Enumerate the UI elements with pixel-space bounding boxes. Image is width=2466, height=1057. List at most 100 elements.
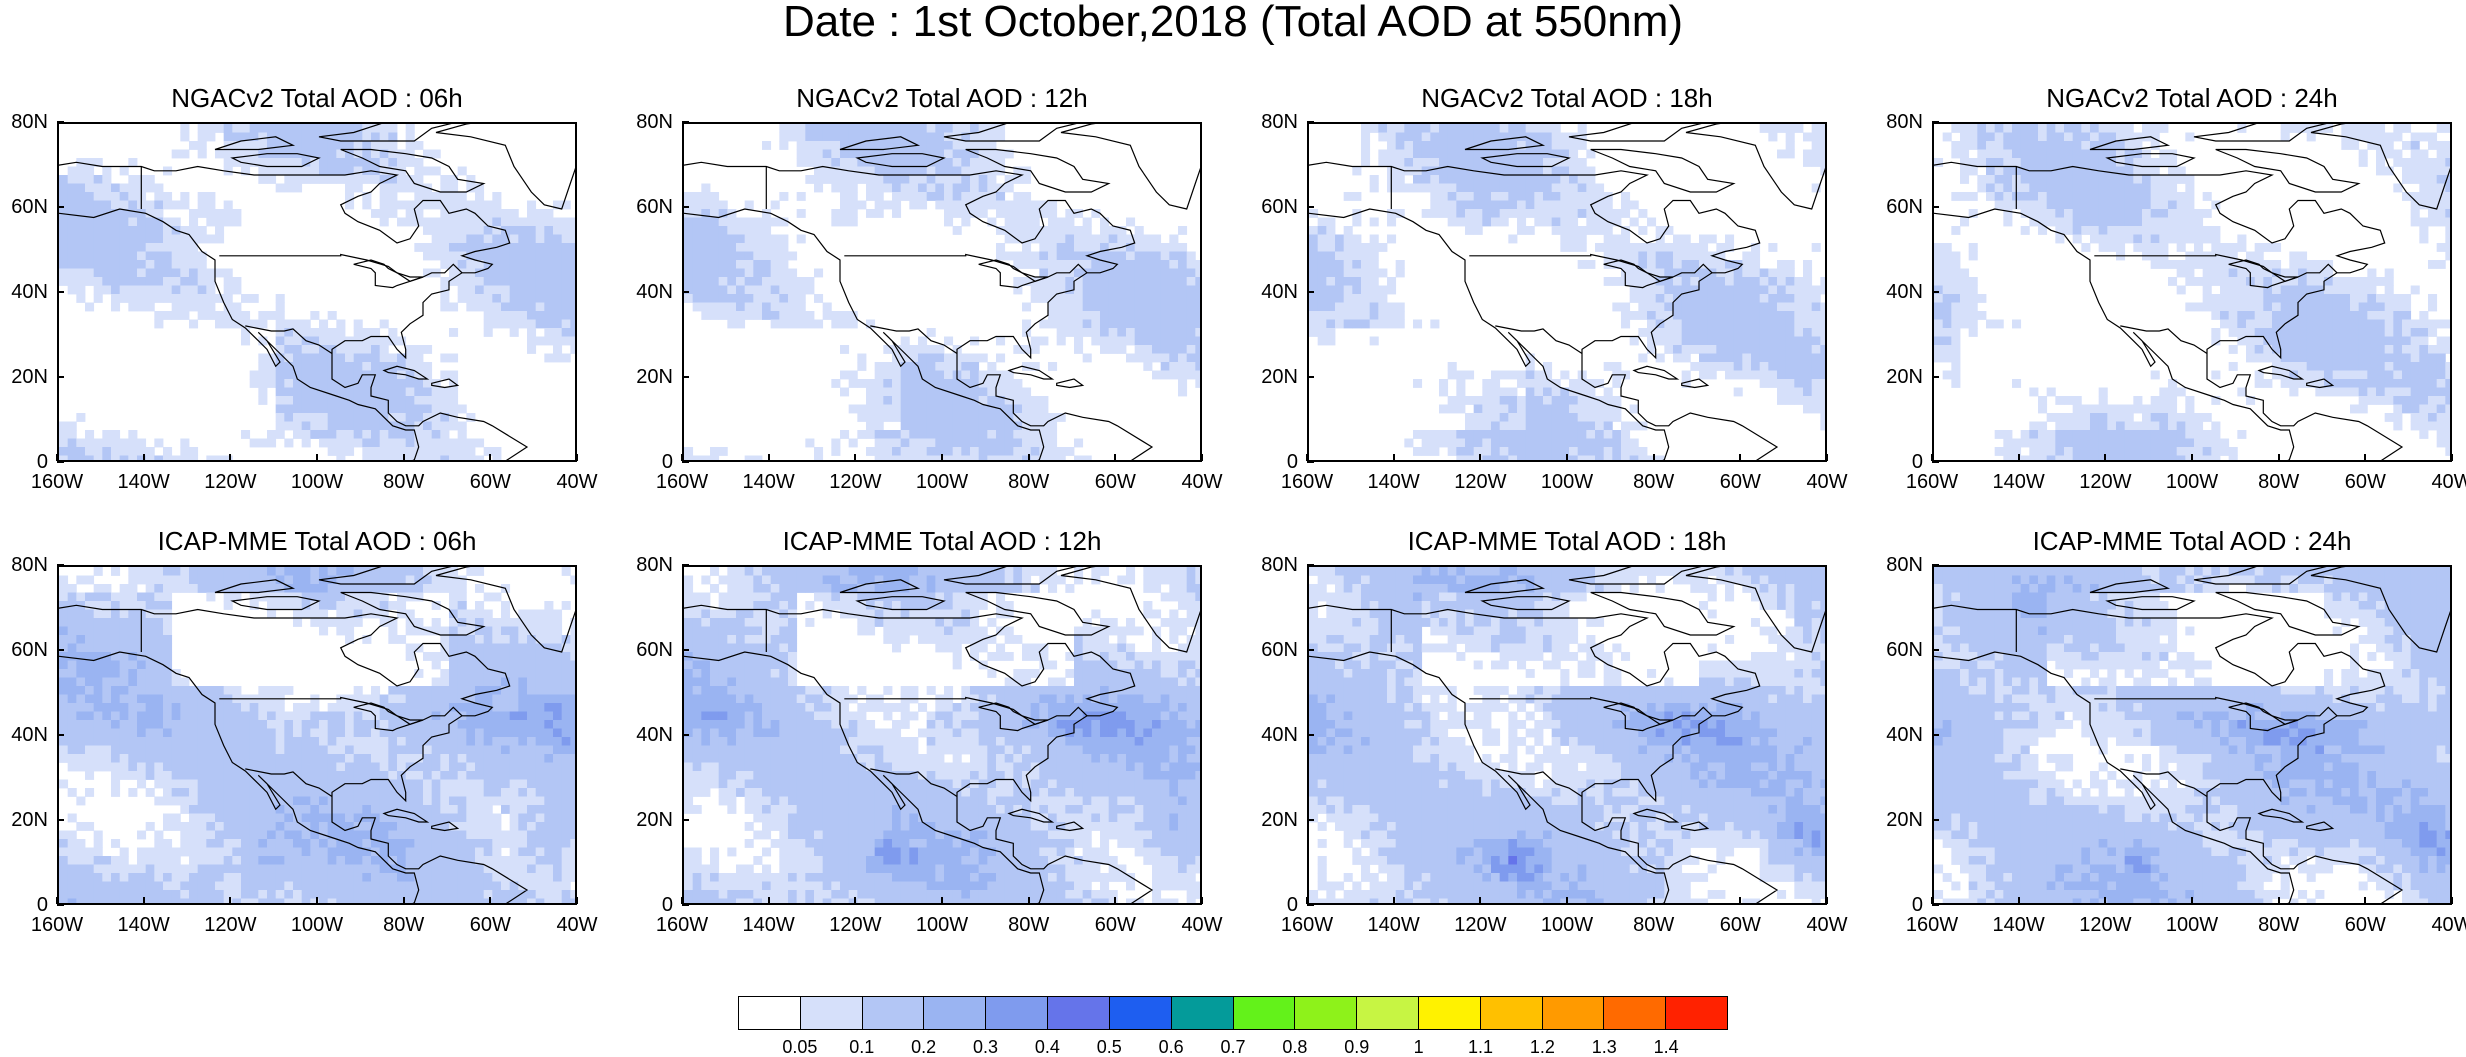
lat-tick-label: 0 <box>1238 452 1298 472</box>
lat-tick-label: 80N <box>0 555 48 575</box>
lon-tick <box>403 897 405 904</box>
lat-tick-label: 20N <box>0 810 48 830</box>
colorbar-swatch <box>1234 997 1296 1029</box>
lat-tick-label: 60N <box>1238 640 1298 660</box>
lon-tick-label: 60W <box>1080 915 1150 935</box>
lat-tick <box>1307 649 1314 651</box>
lat-tick-label: 20N <box>613 367 673 387</box>
lat-tick <box>682 564 689 566</box>
lat-tick <box>1307 819 1314 821</box>
lat-tick <box>57 461 64 463</box>
lon-tick <box>576 897 578 904</box>
lon-tick-label: 100W <box>2157 915 2227 935</box>
lat-tick-label: 40N <box>0 725 48 745</box>
lat-tick-label: 0 <box>1863 452 1923 472</box>
lat-tick <box>1932 649 1939 651</box>
lon-tick <box>1826 454 1828 461</box>
lon-tick-label: 40W <box>542 915 612 935</box>
colorbar <box>738 996 1728 1030</box>
lon-tick <box>1028 454 1030 461</box>
lon-tick <box>229 897 231 904</box>
lon-tick-label: 140W <box>109 472 179 492</box>
lon-tick <box>2451 897 2453 904</box>
lat-tick-label: 0 <box>0 452 48 472</box>
lon-tick-label: 100W <box>1532 915 1602 935</box>
lat-tick-label: 20N <box>613 810 673 830</box>
lat-tick <box>1932 206 1939 208</box>
lon-tick-label: 160W <box>1897 472 1967 492</box>
lon-tick-label: 140W <box>734 915 804 935</box>
map-frame <box>1307 122 1827 462</box>
lon-tick-label: 120W <box>2070 915 2140 935</box>
lon-tick <box>1566 454 1568 461</box>
lon-tick <box>854 897 856 904</box>
lat-tick-label: 80N <box>1863 555 1923 575</box>
lat-tick <box>1932 121 1939 123</box>
lon-tick <box>1114 454 1116 461</box>
lon-tick <box>1201 454 1203 461</box>
lat-tick <box>1932 376 1939 378</box>
lat-tick <box>1932 819 1939 821</box>
lon-tick <box>2278 454 2280 461</box>
lon-tick <box>229 454 231 461</box>
lat-tick-label: 40N <box>1238 282 1298 302</box>
colorbar-swatch <box>1543 997 1605 1029</box>
lon-tick-label: 120W <box>820 472 890 492</box>
colorbar-label: 0.6 <box>1141 1038 1201 1056</box>
colorbar-swatch <box>1295 997 1357 1029</box>
lon-tick-label: 40W <box>1792 915 1862 935</box>
lat-tick <box>682 376 689 378</box>
aod-map <box>1934 124 2452 462</box>
colorbar-label: 0.4 <box>1017 1038 1077 1056</box>
lon-tick <box>489 897 491 904</box>
lat-tick <box>1307 291 1314 293</box>
lat-tick-label: 80N <box>0 112 48 132</box>
lon-tick <box>1739 454 1741 461</box>
lon-tick-label: 60W <box>1705 915 1775 935</box>
lon-tick <box>854 454 856 461</box>
lat-tick-label: 40N <box>1863 282 1923 302</box>
map-frame <box>1932 122 2452 462</box>
lon-tick-label: 100W <box>1532 472 1602 492</box>
lon-tick <box>56 897 58 904</box>
lat-tick-label: 0 <box>1238 895 1298 915</box>
lon-tick-label: 160W <box>1272 915 1342 935</box>
lat-tick <box>57 904 64 906</box>
lon-tick-label: 60W <box>2330 915 2400 935</box>
lon-tick-label: 80W <box>2244 915 2314 935</box>
lat-tick <box>682 121 689 123</box>
colorbar-swatch <box>1172 997 1234 1029</box>
lon-tick <box>1201 897 1203 904</box>
lon-tick-label: 60W <box>1705 472 1775 492</box>
lon-tick-label: 100W <box>282 915 352 935</box>
lon-tick-label: 140W <box>1984 472 2054 492</box>
colorbar-label: 1.1 <box>1451 1038 1511 1056</box>
lon-tick-label: 80W <box>1619 915 1689 935</box>
lon-tick <box>1566 897 1568 904</box>
lon-tick-label: 40W <box>2417 915 2466 935</box>
lon-tick-label: 80W <box>369 472 439 492</box>
lat-tick <box>682 819 689 821</box>
colorbar-swatch <box>739 997 801 1029</box>
map-frame <box>57 122 577 462</box>
lon-tick <box>2191 454 2193 461</box>
map-frame <box>57 565 577 905</box>
lat-tick <box>57 206 64 208</box>
lat-tick <box>682 291 689 293</box>
lon-tick <box>1653 897 1655 904</box>
lat-tick <box>1307 376 1314 378</box>
lat-tick <box>1307 461 1314 463</box>
colorbar-label: 0.7 <box>1203 1038 1263 1056</box>
lat-tick-label: 0 <box>1863 895 1923 915</box>
lon-tick <box>941 454 943 461</box>
lon-tick-label: 120W <box>195 915 265 935</box>
lat-tick-label: 20N <box>1863 367 1923 387</box>
panel-title: NGACv2 Total AOD : 06h <box>57 85 577 111</box>
lat-tick-label: 60N <box>613 197 673 217</box>
map-frame <box>1307 565 1827 905</box>
